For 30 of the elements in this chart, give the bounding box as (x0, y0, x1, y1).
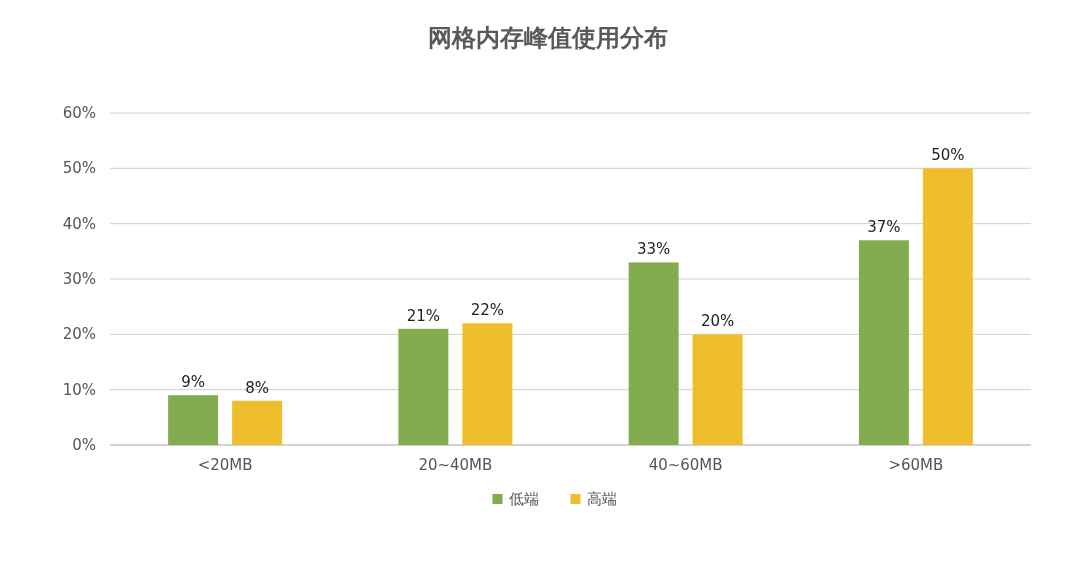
data-label: 50% (931, 146, 965, 165)
y-tick-label: 40% (62, 214, 96, 233)
data-label: 21% (406, 306, 441, 325)
data-label: 9% (181, 373, 206, 392)
bar (398, 328, 449, 445)
y-tick-label: 30% (62, 270, 96, 288)
bar (692, 334, 743, 445)
chart-title: 网格内存峰值使用分布 (428, 24, 668, 52)
data-label: 37% (867, 218, 901, 237)
bar (858, 240, 909, 445)
y-tick-label: 50% (62, 159, 96, 178)
data-label: 22% (470, 301, 505, 320)
bar (462, 323, 513, 445)
y-tick-label: 0% (72, 436, 96, 454)
y-tick-label: 20% (62, 325, 96, 344)
bar (232, 400, 283, 445)
legend-label: 低端 (508, 490, 539, 508)
x-tick-label: 40~60MB (648, 456, 723, 474)
y-tick-label: 10% (62, 380, 96, 399)
legend-label: 高端 (586, 490, 617, 508)
bar (168, 395, 219, 445)
x-tick-label: <20MB (197, 456, 253, 474)
y-tick-label: 60% (62, 104, 96, 122)
data-label: 33% (636, 240, 671, 259)
bar (922, 168, 973, 445)
data-label: 8% (245, 378, 270, 397)
data-label: 20% (700, 312, 735, 331)
x-tick-label: 20~40MB (418, 456, 493, 474)
x-tick-label: >60MB (888, 456, 944, 474)
bar (628, 262, 679, 445)
